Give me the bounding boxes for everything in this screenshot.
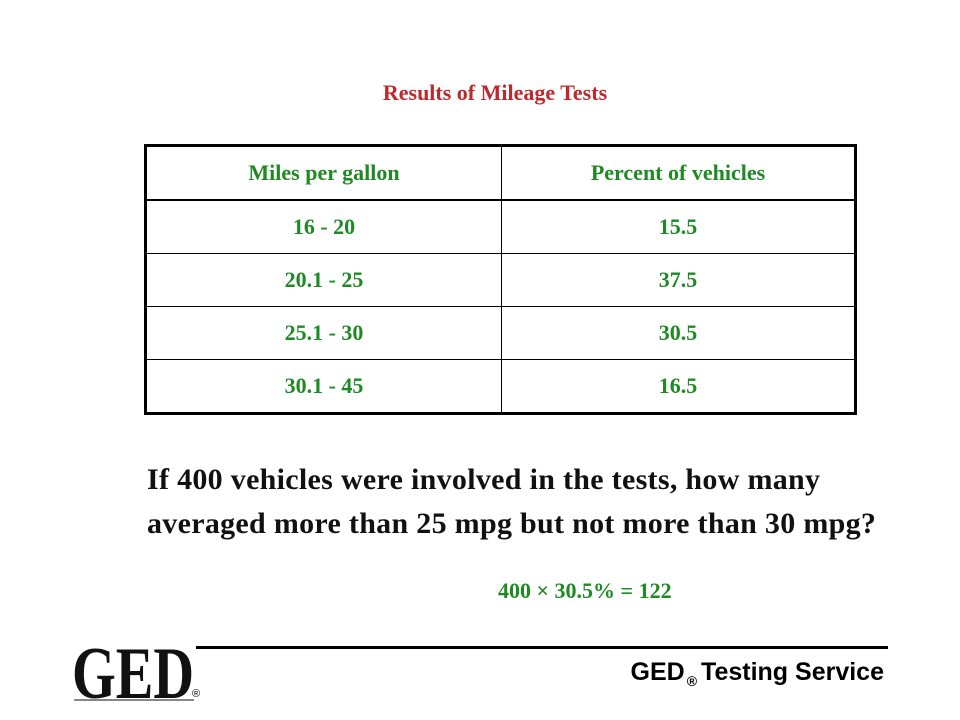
table-header-row: Miles per gallon Percent of vehicles bbox=[145, 145, 856, 201]
mpg-range-cell: 30.1 - 45 bbox=[145, 359, 502, 414]
table-row: 30.1 - 45 16.5 bbox=[145, 359, 856, 414]
percent-cell: 37.5 bbox=[501, 253, 856, 307]
answer-text: 400 × 30.5% = 122 bbox=[498, 578, 672, 603]
logo-registered-mark: ® bbox=[192, 688, 201, 700]
question-text: If 400 vehicles were involved in the tes… bbox=[147, 463, 877, 540]
logo-lettering: GED bbox=[72, 638, 194, 704]
table-row: 20.1 - 25 37.5 bbox=[145, 253, 856, 307]
service-registered-mark: ® bbox=[686, 673, 698, 689]
service-suffix: Testing Service bbox=[701, 658, 884, 686]
ged-logo-icon: GED bbox=[72, 638, 194, 704]
column-header: Percent of vehicles bbox=[501, 145, 856, 201]
mpg-range-cell: 20.1 - 25 bbox=[145, 253, 502, 307]
ged-logo: GED bbox=[72, 638, 202, 704]
table-row: 25.1 - 30 30.5 bbox=[145, 306, 856, 360]
column-header: Miles per gallon bbox=[145, 145, 502, 201]
testing-service-label: GED ® Testing Service bbox=[631, 658, 884, 689]
table-title: Results of Mileage Tests bbox=[382, 80, 608, 105]
mpg-range-cell: 25.1 - 30 bbox=[145, 306, 502, 360]
table-row: 16 - 20 15.5 bbox=[145, 199, 856, 254]
percent-cell: 15.5 bbox=[501, 199, 856, 254]
percent-cell: 30.5 bbox=[501, 306, 856, 360]
footer-divider bbox=[196, 646, 888, 649]
percent-cell: 16.5 bbox=[501, 359, 856, 414]
mileage-table: Miles per gallon Percent of vehicles 16 … bbox=[144, 144, 857, 415]
service-prefix: GED bbox=[630, 658, 685, 686]
mpg-range-cell: 16 - 20 bbox=[145, 199, 502, 254]
